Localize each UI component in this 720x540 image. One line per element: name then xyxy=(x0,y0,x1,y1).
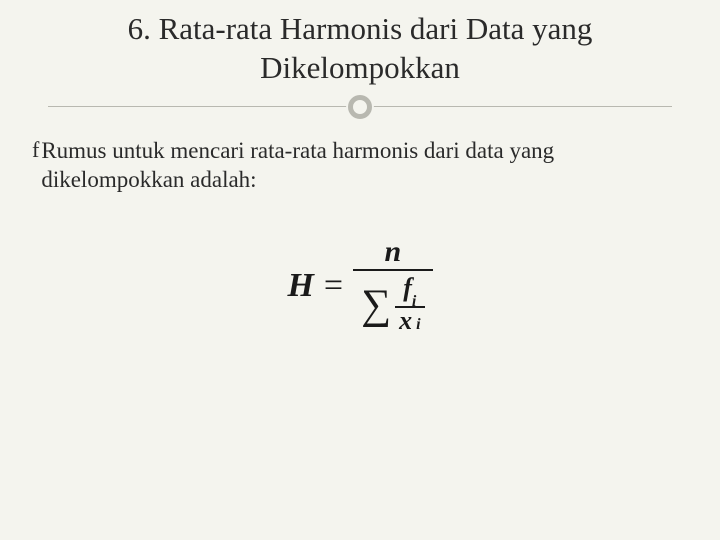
formula-denominator: ∑ fi xi xyxy=(353,271,432,336)
formula-fraction-outer: n ∑ fi xi xyxy=(353,235,432,336)
formula-numerator: n xyxy=(376,235,409,269)
inner-num-var: f xyxy=(403,273,412,302)
bullet-text: Rumus untuk mencari rata-rata harmonis d… xyxy=(41,136,688,196)
formula-fraction-inner: fi xi xyxy=(395,275,424,334)
inner-denominator: xi xyxy=(395,308,424,334)
inner-den-sub: i xyxy=(416,317,420,333)
title-divider xyxy=(30,92,690,122)
bullet-icon: f xyxy=(32,136,39,165)
title-area: 6. Rata-rata Harmonis dari Data yang Dik… xyxy=(0,0,720,122)
formula-equals: = xyxy=(324,267,343,305)
formula-lhs: H xyxy=(287,267,313,305)
divider-circle-icon xyxy=(348,95,372,119)
slide: 6. Rata-rata Harmonis dari Data yang Dik… xyxy=(0,0,720,540)
inner-den-var: x xyxy=(399,308,412,334)
sigma-icon: ∑ xyxy=(361,284,391,326)
inner-num-sub: i xyxy=(412,293,416,310)
content-area: f Rumus untuk mencari rata-rata harmonis… xyxy=(0,122,720,337)
bullet-item: f Rumus untuk mencari rata-rata harmonis… xyxy=(32,136,688,196)
formula-container: H = n ∑ fi xi xyxy=(32,235,688,336)
formula: H = n ∑ fi xi xyxy=(287,235,432,336)
inner-numerator: fi xyxy=(399,275,420,306)
slide-title: 6. Rata-rata Harmonis dari Data yang Dik… xyxy=(30,10,690,88)
